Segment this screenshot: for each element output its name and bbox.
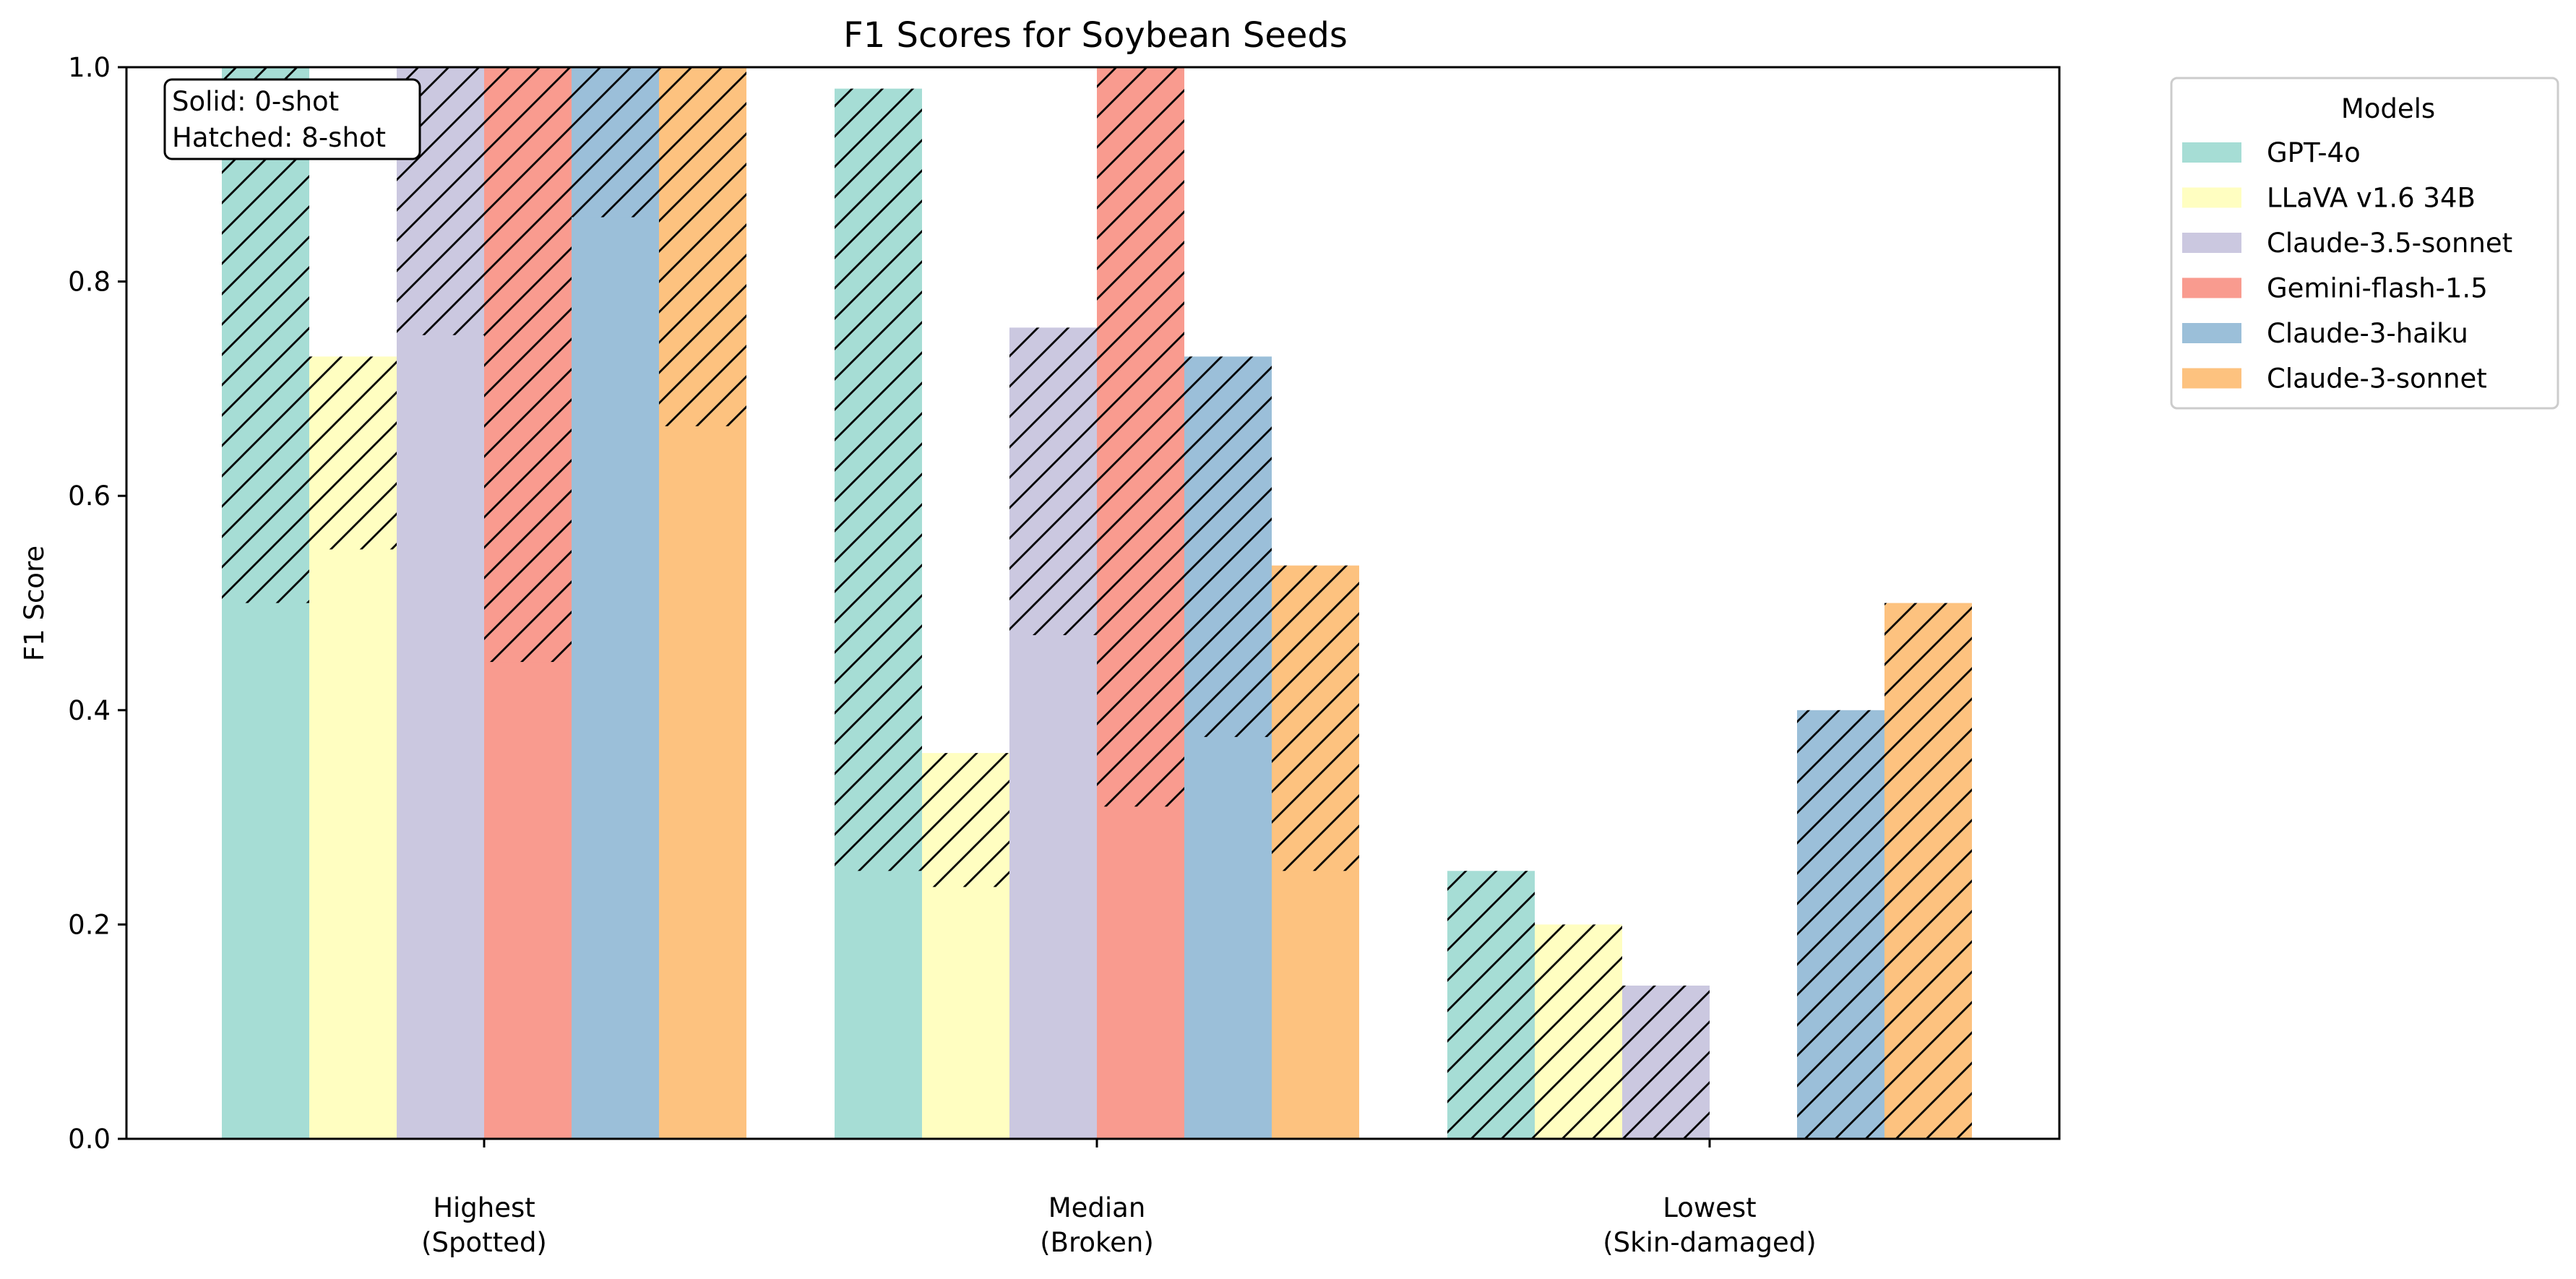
x-tick-label-0-0: Highest (433, 1192, 535, 1223)
x-tick-label-2-1: (Skin-damaged) (1603, 1227, 1816, 1258)
hatch-8shot-llava-v1-6-34b-2 (1535, 924, 1622, 1139)
legend-swatch-claude-3-haiku (2182, 323, 2241, 343)
legend-swatch-claude-3-sonnet (2182, 368, 2241, 389)
hatch-8shot-gpt-4o-2 (1447, 871, 1535, 1139)
y-tick-label-5: 1.0 (68, 52, 111, 83)
legend-label-llava-v1-6-34b: LLaVA v1.6 34B (2267, 183, 2476, 214)
legend: Models GPT-4o LLaVA v1.6 34B Claude-3.5-so… (2170, 77, 2559, 410)
x-axis: Highest (Spotted) Median (Broken) Lowest (Ski… (421, 1139, 1817, 1258)
legend-label-claude-3-sonnet: Claude-3-sonnet (2267, 363, 2487, 395)
legend-swatch-gemini-flash-1-5 (2182, 277, 2241, 298)
bar-0shot-gemini-flash-1-5-0 (484, 662, 572, 1139)
x-tick-label-1-1: (Broken) (1040, 1227, 1154, 1258)
bar-0shot-llava-v1-6-34b-1 (922, 887, 1009, 1139)
legend-label-claude-3-haiku: Claude-3-haiku (2267, 318, 2468, 349)
bar-0shot-claude-3-haiku-0 (572, 217, 659, 1139)
x-tick-label-1-0: Median (1048, 1192, 1146, 1223)
hatch-8shot-claude-3-haiku-2 (1797, 710, 1884, 1139)
chart-title: F1 Scores for Soybean Seeds (843, 15, 1348, 56)
bars-layer (222, 67, 1972, 1139)
legend-swatch-gpt-4o (2182, 142, 2241, 163)
hatch-8shot-claude-3-5-sonnet-2 (1622, 985, 1710, 1139)
annotation-solid-text: Solid: 0-shot (172, 86, 339, 117)
y-axis-label: F1 Score (19, 546, 50, 661)
bar-0shot-llava-v1-6-34b-0 (309, 549, 397, 1139)
annotation-box (163, 78, 421, 160)
x-tick-label-2-0: Lowest (1663, 1192, 1756, 1223)
y-tick-label-3: 0.6 (68, 481, 111, 512)
bar-0shot-claude-3-5-sonnet-0 (397, 335, 484, 1139)
bar-0shot-gemini-flash-1-5-1 (1097, 806, 1184, 1139)
hatch-8shot-claude-3-sonnet-2 (1884, 603, 1972, 1139)
bar-0shot-gpt-4o-1 (835, 871, 922, 1139)
legend-label-gemini-flash-1-5: Gemini-flash-1.5 (2267, 273, 2488, 304)
bar-0shot-claude-3-sonnet-0 (659, 426, 746, 1139)
y-axis: 0.0 0.2 0.4 0.6 0.8 1.0 (68, 52, 126, 1155)
legend-title: Models (2341, 93, 2435, 124)
annotation-hatched-text: Hatched: 8-shot (172, 122, 386, 153)
legend-swatch-claude-3-5-sonnet (2182, 233, 2241, 253)
bar-0shot-claude-3-sonnet-1 (1272, 871, 1359, 1139)
legend-label-claude-3-5-sonnet: Claude-3.5-sonnet (2267, 228, 2512, 259)
y-tick-label-0: 0.0 (68, 1124, 111, 1155)
plot-frame (125, 66, 2061, 1140)
shot-annotation: Solid: 0-shot Hatched: 8-shot (163, 78, 421, 160)
y-tick-label-4: 0.8 (68, 267, 111, 298)
y-tick-label-1: 0.2 (68, 909, 111, 940)
legend-box (2170, 77, 2559, 410)
legend-label-gpt-4o: GPT-4o (2267, 137, 2361, 168)
x-tick-label-0-1: (Spotted) (421, 1227, 547, 1258)
legend-items: GPT-4o LLaVA v1.6 34B Claude-3.5-sonnet Gem… (2182, 137, 2512, 395)
bar-0shot-claude-3-haiku-1 (1184, 736, 1272, 1139)
bar-0shot-gpt-4o-0 (222, 603, 309, 1139)
bar-0shot-claude-3-5-sonnet-1 (1009, 634, 1097, 1139)
y-tick-label-2: 0.4 (68, 695, 111, 726)
legend-swatch-llava-v1-6-34b (2182, 187, 2241, 208)
